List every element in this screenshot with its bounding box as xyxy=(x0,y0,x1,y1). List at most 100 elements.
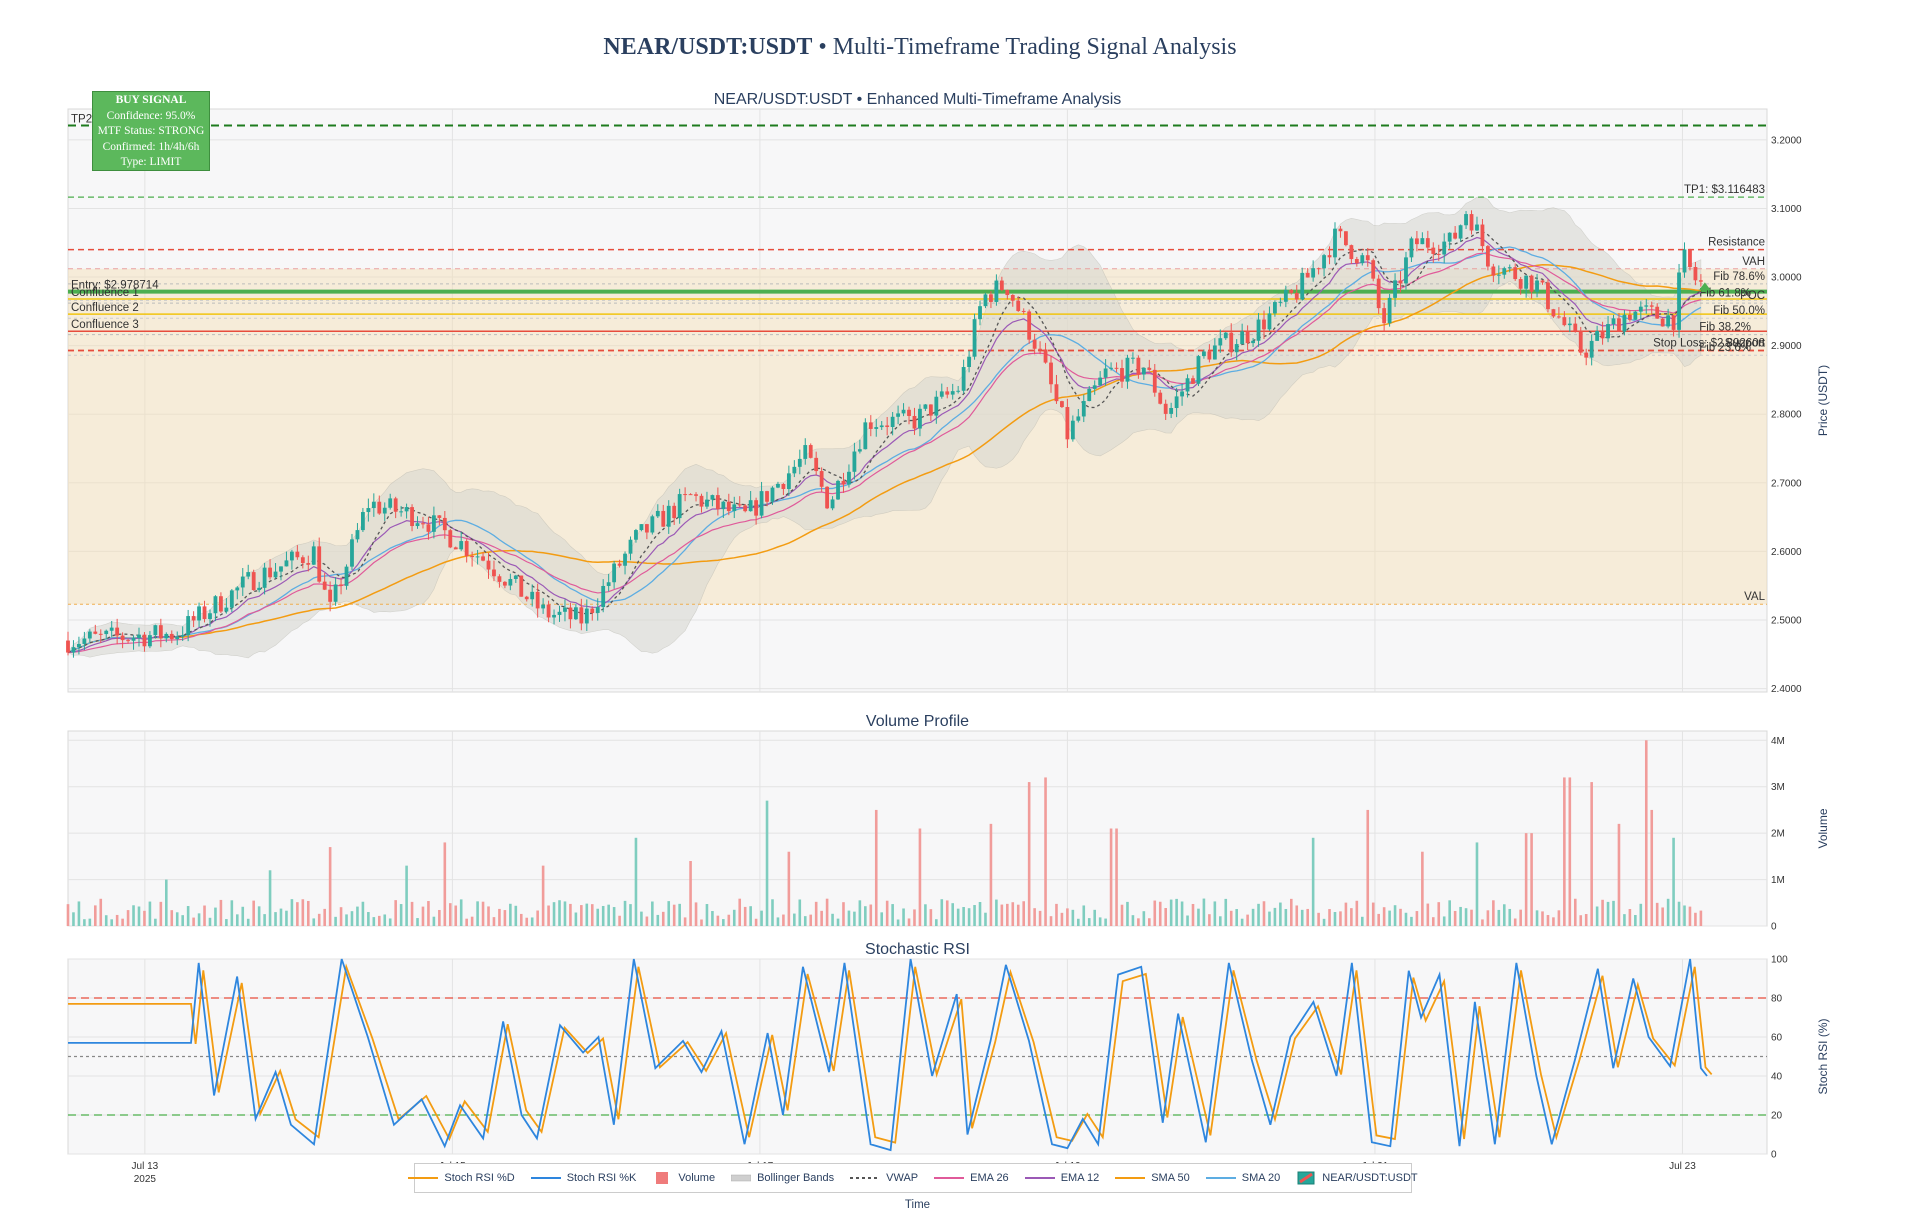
legend-item[interactable]: EMA 12 xyxy=(1024,1171,1099,1185)
candle-body xyxy=(1054,384,1059,402)
candle-body xyxy=(1458,225,1463,239)
volume-bar xyxy=(1289,898,1293,926)
candle-body xyxy=(1540,280,1545,283)
volume-bar xyxy=(492,917,496,926)
volume-bar xyxy=(241,906,245,926)
volume-bar xyxy=(165,879,168,926)
candle-body xyxy=(360,512,365,531)
candle-body xyxy=(743,505,748,512)
legend-item[interactable]: VWAP xyxy=(850,1171,918,1185)
volume-bar xyxy=(1038,910,1042,926)
volume-bar xyxy=(847,910,851,926)
legend-item[interactable]: SMA 20 xyxy=(1205,1171,1280,1185)
volume-bar xyxy=(803,916,807,926)
volume-bar xyxy=(1126,901,1129,926)
volume-bar xyxy=(541,865,545,926)
candle-body xyxy=(284,560,289,567)
candle-body xyxy=(530,591,535,600)
candle-body xyxy=(475,556,480,558)
candle-body xyxy=(1365,255,1370,261)
volume-bar xyxy=(66,904,70,926)
candle-body xyxy=(1524,275,1529,289)
volume-bar xyxy=(1071,909,1075,926)
candle-body xyxy=(776,484,780,488)
candle-body xyxy=(989,294,993,302)
candle-body xyxy=(857,449,862,452)
candle-body xyxy=(415,523,420,527)
volume-bar xyxy=(377,915,381,926)
volume-bar xyxy=(154,918,157,926)
title-rest: • Multi-Timeframe Trading Signal Analysi… xyxy=(812,34,1237,60)
volume-bar xyxy=(1404,912,1408,926)
volume-bar xyxy=(115,914,119,926)
candle-body xyxy=(595,607,600,613)
candle-body xyxy=(393,498,398,512)
candle-body xyxy=(819,471,824,487)
volume-bar xyxy=(356,906,359,926)
volume-bar xyxy=(110,919,113,926)
volume-bar xyxy=(1093,909,1096,926)
candle-body xyxy=(563,607,567,612)
volume-bar xyxy=(448,903,452,926)
candle-body xyxy=(1617,318,1621,332)
candle-body xyxy=(213,596,218,614)
volume-bar xyxy=(1153,900,1157,926)
candle-body xyxy=(186,616,191,636)
level-label: Confluence 2 xyxy=(71,302,139,314)
candle-body xyxy=(1234,344,1239,353)
legend-swatch xyxy=(656,1172,669,1184)
legend-item[interactable]: Volume xyxy=(652,1171,715,1185)
candle-body xyxy=(1021,310,1026,312)
candle-body xyxy=(1251,340,1255,344)
legend-item[interactable]: Stoch RSI %K xyxy=(530,1171,636,1185)
candle-body xyxy=(617,563,622,566)
candle-body xyxy=(219,596,223,612)
candle-body xyxy=(388,498,393,508)
candle-body xyxy=(661,510,666,527)
price-panel[interactable]: 2.4000 2.5000 2.6000 2.7000 2.8000 2.9000 3.00… xyxy=(66,91,1830,695)
stoch-panel[interactable]: 0 20 40 60 80 100 Stochastic RSI Stoch RSI (%) xyxy=(67,941,1830,1161)
volume-bar xyxy=(1448,900,1451,926)
candle-body xyxy=(1387,297,1392,324)
volume-panel[interactable]: 0 1M 2M 3M 4M Volume Profile Volume xyxy=(66,713,1830,933)
legend-item[interactable]: NEAR/USDT:USDT xyxy=(1296,1171,1418,1185)
volume-bar xyxy=(1519,909,1522,926)
volume-bar xyxy=(372,917,376,926)
candle-body xyxy=(541,604,546,609)
candle-body xyxy=(262,567,267,588)
candle-body xyxy=(229,590,234,608)
candle-body xyxy=(1191,378,1195,384)
x-tick-year: 2025 xyxy=(134,1174,157,1185)
candle-body xyxy=(918,408,922,429)
legend-item[interactable]: SMA 50 xyxy=(1115,1171,1190,1185)
price-y-axis-label: Price (USDT) xyxy=(1816,365,1830,436)
volume-bar xyxy=(1257,903,1260,926)
volume-bar xyxy=(1044,777,1047,926)
volume-bar xyxy=(1431,917,1435,926)
volume-bar xyxy=(558,900,561,926)
volume-bar xyxy=(1000,904,1004,926)
legend[interactable]: Stoch RSI %D Stoch RSI %K Volume Bollinger … xyxy=(408,1163,1418,1193)
legend-item[interactable]: Bollinger Bands xyxy=(731,1171,834,1185)
volume-bar xyxy=(885,900,889,926)
volume-bar xyxy=(317,913,321,926)
candle-body xyxy=(366,508,371,513)
volume-bar xyxy=(1366,809,1370,926)
volume-bar xyxy=(618,915,621,926)
candle-body xyxy=(1087,388,1092,402)
candle-body xyxy=(732,504,737,512)
legend-item[interactable]: EMA 26 xyxy=(934,1171,1009,1185)
candle-body xyxy=(240,576,245,588)
candle-body xyxy=(1611,318,1616,325)
volume-plot-background xyxy=(67,730,1768,927)
legend-item[interactable]: Stoch RSI %D xyxy=(408,1171,515,1185)
candle-body xyxy=(721,501,726,510)
candle-body xyxy=(399,511,404,513)
volume-bar xyxy=(1644,740,1648,926)
candle-body xyxy=(1174,396,1179,409)
volume-bar xyxy=(443,842,447,926)
x-tick-label: Jul 13 xyxy=(132,1161,159,1172)
level-label: Stop Loss: $2.892608 xyxy=(1653,338,1765,350)
candle-body xyxy=(1152,369,1157,393)
